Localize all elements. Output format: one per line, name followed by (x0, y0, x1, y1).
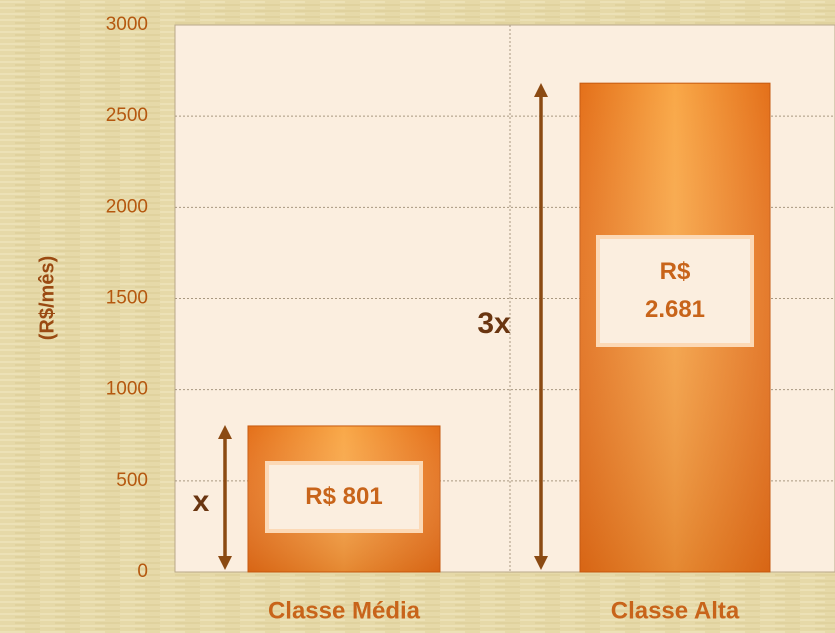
y-tick-label: 0 (137, 561, 148, 582)
value-label-wrap: R$ 2.681 (598, 237, 752, 345)
x-tick-label: Classe Média (268, 597, 421, 624)
value-label-wrap: R$ 801 (267, 463, 421, 531)
y-axis-label: (R$/mês) (36, 256, 58, 340)
y-tick-label: 2000 (106, 196, 148, 217)
value-label-frame: R$ 801 (267, 463, 421, 531)
y-tick-label: 2500 (106, 105, 148, 126)
annotation: 3x (477, 307, 511, 340)
x-tick-label: Classe Alta (611, 597, 740, 624)
value-label: R$ 2.681 (644, 258, 706, 323)
y-tick-label: 3000 (106, 14, 148, 35)
annotation: x (193, 485, 210, 518)
y-tick-label: 1000 (106, 379, 148, 400)
value-label-box (596, 235, 754, 347)
y-tick-label: 1500 (106, 288, 148, 309)
value-label-box (265, 461, 423, 533)
y-tick-label: 500 (116, 470, 148, 491)
value-label-frame: R$ 2.681 (598, 237, 752, 345)
value-label: R$ 801 (305, 483, 383, 510)
